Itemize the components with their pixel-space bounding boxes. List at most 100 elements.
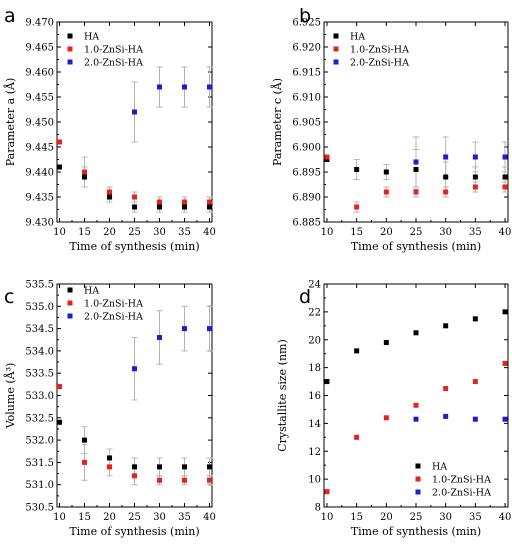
legend: HA 1.0-ZnSi-HA 2.0-ZnSi-HA xyxy=(67,286,143,323)
data-point-series-2 xyxy=(502,154,508,160)
y-tick-label: 6.890 xyxy=(292,193,321,204)
y-tick-label: 533.5 xyxy=(25,369,54,380)
legend-marker xyxy=(67,59,73,65)
y-tick-label: 9.450 xyxy=(25,118,54,129)
legend-label: HA xyxy=(350,32,365,43)
y-tick-label: 16 xyxy=(308,391,321,402)
data-point-series-1 xyxy=(324,154,330,160)
data-point-series-1 xyxy=(207,477,212,483)
data-point-series-0 xyxy=(207,204,212,210)
x-tick-label: 40 xyxy=(499,512,512,523)
data-point-series-1 xyxy=(157,199,162,205)
data-point-series-0 xyxy=(57,419,62,425)
y-tick-label: 534.0 xyxy=(25,346,54,357)
y-tick-label: 18 xyxy=(308,363,321,374)
y-tick-label: 9.470 xyxy=(25,18,54,29)
data-point-series-0 xyxy=(157,204,162,210)
legend: HA 1.0-ZnSi-HA 2.0-ZnSi-HA xyxy=(333,32,409,69)
data-point-series-0 xyxy=(354,167,360,172)
y-tick-label: 14 xyxy=(308,419,321,430)
data-point-series-0 xyxy=(182,464,187,470)
data-point-series-0 xyxy=(324,379,330,385)
data-point-series-1 xyxy=(132,194,137,200)
y-tick-label: 530.5 xyxy=(25,503,54,514)
data-point-series-0 xyxy=(132,464,137,470)
data-point-series-0 xyxy=(182,204,187,210)
data-point-series-2 xyxy=(207,84,212,90)
data-point-series-2 xyxy=(182,84,187,90)
chart-panel-b: b 6.885 6.890 6.895 6.900 6.905 6.910 6.915 6.92… xyxy=(270,5,511,253)
x-tick-label: 10 xyxy=(53,227,66,238)
data-point-series-1 xyxy=(502,360,508,366)
y-tick-label: 9.445 xyxy=(25,143,54,154)
legend-label: 1.0-ZnSi-HA xyxy=(350,45,409,56)
legend-marker xyxy=(333,59,339,65)
y-tick-label: 532.5 xyxy=(25,413,54,424)
x-tick-label: 35 xyxy=(469,227,482,238)
data-point-series-1 xyxy=(132,473,137,479)
panel-letter: c xyxy=(4,286,14,308)
data-point-series-1 xyxy=(383,415,389,421)
data-point-series-0 xyxy=(472,316,478,322)
x-axis-label: Time of synthesis (min) xyxy=(69,240,199,253)
data-point-series-0 xyxy=(443,323,449,329)
y-tick-label: 9.430 xyxy=(25,218,54,229)
y-tick-label: 9.440 xyxy=(25,168,54,179)
data-point-series-2 xyxy=(502,416,508,422)
data-point-series-1 xyxy=(57,384,62,390)
legend-label: HA xyxy=(84,32,99,43)
data-point-series-0 xyxy=(413,330,419,336)
x-tick-label: 30 xyxy=(153,227,166,238)
data-point-series-1 xyxy=(107,189,112,195)
x-tick-label: 10 xyxy=(321,227,334,238)
legend-marker xyxy=(67,300,73,306)
x-tick-label: 15 xyxy=(78,227,91,238)
y-tick-label: 12 xyxy=(308,447,321,458)
data-point-series-2 xyxy=(472,416,478,422)
x-tick-label: 15 xyxy=(78,512,91,523)
y-tick-label: 6.900 xyxy=(292,143,321,154)
y-axis-label: Parameter c (Å) xyxy=(270,78,284,166)
legend-marker xyxy=(333,46,339,52)
legend-label: 1.0-ZnSi-HA xyxy=(84,299,143,310)
y-tick-label: 9.455 xyxy=(25,93,54,104)
legend-label: 1.0-ZnSi-HA xyxy=(432,475,491,486)
y-tick-label: 535.0 xyxy=(25,302,54,313)
data-point-series-1 xyxy=(82,169,87,175)
data-point-series-0 xyxy=(57,164,62,170)
data-point-series-1 xyxy=(182,199,187,205)
y-tick-label: 531.5 xyxy=(25,458,54,469)
data-point-series-1 xyxy=(82,459,87,465)
legend: HA 1.0-ZnSi-HA 2.0-ZnSi-HA xyxy=(415,462,491,499)
data-point-series-0 xyxy=(107,455,112,461)
data-point-series-0 xyxy=(354,348,360,354)
y-tick-label: 10 xyxy=(308,475,321,486)
data-point-series-0 xyxy=(132,204,137,210)
data-point-series-1 xyxy=(502,184,508,190)
data-point-series-1 xyxy=(107,464,112,470)
chart-panel-c: c 530.5 531.0 531.5 532.0 532.5 533.0 533.5 534.… xyxy=(3,280,216,539)
legend-label: HA xyxy=(432,462,447,473)
legend-marker xyxy=(333,33,339,39)
y-axis-label: Volume (Å³) xyxy=(3,363,17,430)
data-point-series-2 xyxy=(413,159,419,165)
legend-marker xyxy=(67,46,73,52)
data-point-series-2 xyxy=(132,366,137,372)
x-axis-label: Time of synthesis (min) xyxy=(351,525,481,538)
y-tick-label: 9.465 xyxy=(25,43,54,54)
data-point-series-0 xyxy=(502,309,508,315)
x-tick-label: 40 xyxy=(203,512,216,523)
y-tick-label: 531.0 xyxy=(25,480,54,491)
x-tick-label: 35 xyxy=(469,512,482,523)
y-tick-label: 6.910 xyxy=(292,93,321,104)
data-point-series-0 xyxy=(82,437,87,443)
x-axis-label: Time of synthesis (min) xyxy=(69,525,199,538)
data-point-series-2 xyxy=(472,154,478,160)
x-tick-label: 25 xyxy=(410,512,423,523)
data-point-series-0 xyxy=(502,174,508,180)
y-tick-label: 6.920 xyxy=(292,43,321,54)
y-tick-label: 8 xyxy=(315,503,321,514)
data-point-series-1 xyxy=(207,199,212,205)
y-tick-label: 6.915 xyxy=(292,68,321,79)
